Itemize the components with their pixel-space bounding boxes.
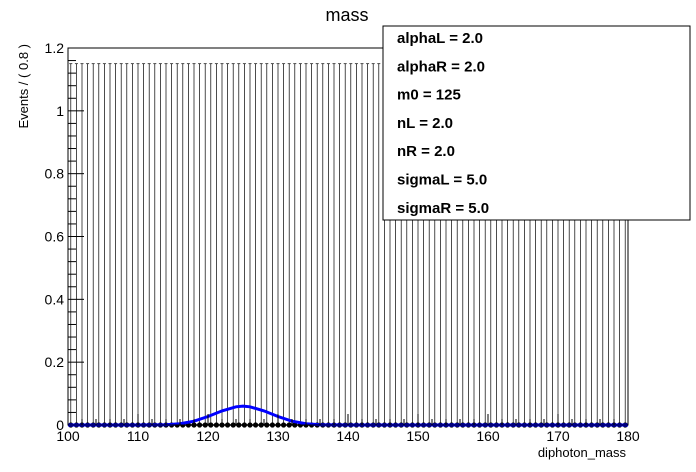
x-tick-label: 140 (336, 428, 360, 444)
x-tick-label: 160 (476, 428, 500, 444)
x-tick-label: 120 (196, 428, 220, 444)
x-tick-label: 180 (616, 428, 640, 444)
parameter-box-frame (382, 25, 691, 221)
y-tick-label: 0.2 (45, 354, 65, 370)
parameter-label: nL = 2.0 (397, 115, 453, 132)
parameter-label: m0 = 125 (397, 87, 461, 104)
y-tick-label: 0.4 (45, 291, 65, 307)
y-tick-label: 0.8 (45, 166, 65, 182)
parameter-label: nR = 2.0 (397, 143, 455, 160)
parameter-label: alphaR = 2.0 (397, 58, 485, 75)
y-tick-label: 1 (56, 103, 64, 119)
y-axis-label: Events / ( 0.8 ) (16, 44, 31, 129)
x-axis-label: diphoton_mass (538, 445, 627, 460)
parameter-label: sigmaL = 5.0 (397, 172, 487, 189)
parameter-label: sigmaR = 5.0 (397, 200, 489, 217)
chart-title: mass (325, 5, 368, 25)
y-tick-label: 0 (56, 417, 64, 433)
x-tick-label: 110 (127, 428, 150, 444)
parameter-box: alphaL = 2.0 alphaR = 2.0 m0 = 125 nL = 2.0… (382, 25, 691, 221)
parameter-label: alphaL = 2.0 (397, 30, 483, 47)
x-tick-label: 170 (546, 428, 570, 444)
y-tick-label: 0.6 (45, 229, 65, 245)
x-tick-label: 130 (266, 428, 290, 444)
axes: 100 110 120 130 140 150 160 170 180 0 0.2 0.4 0.6 0.8… (45, 40, 640, 444)
x-tick-label: 100 (56, 428, 80, 444)
x-tick-label: 150 (406, 428, 430, 444)
y-tick-label: 1.2 (45, 40, 65, 56)
